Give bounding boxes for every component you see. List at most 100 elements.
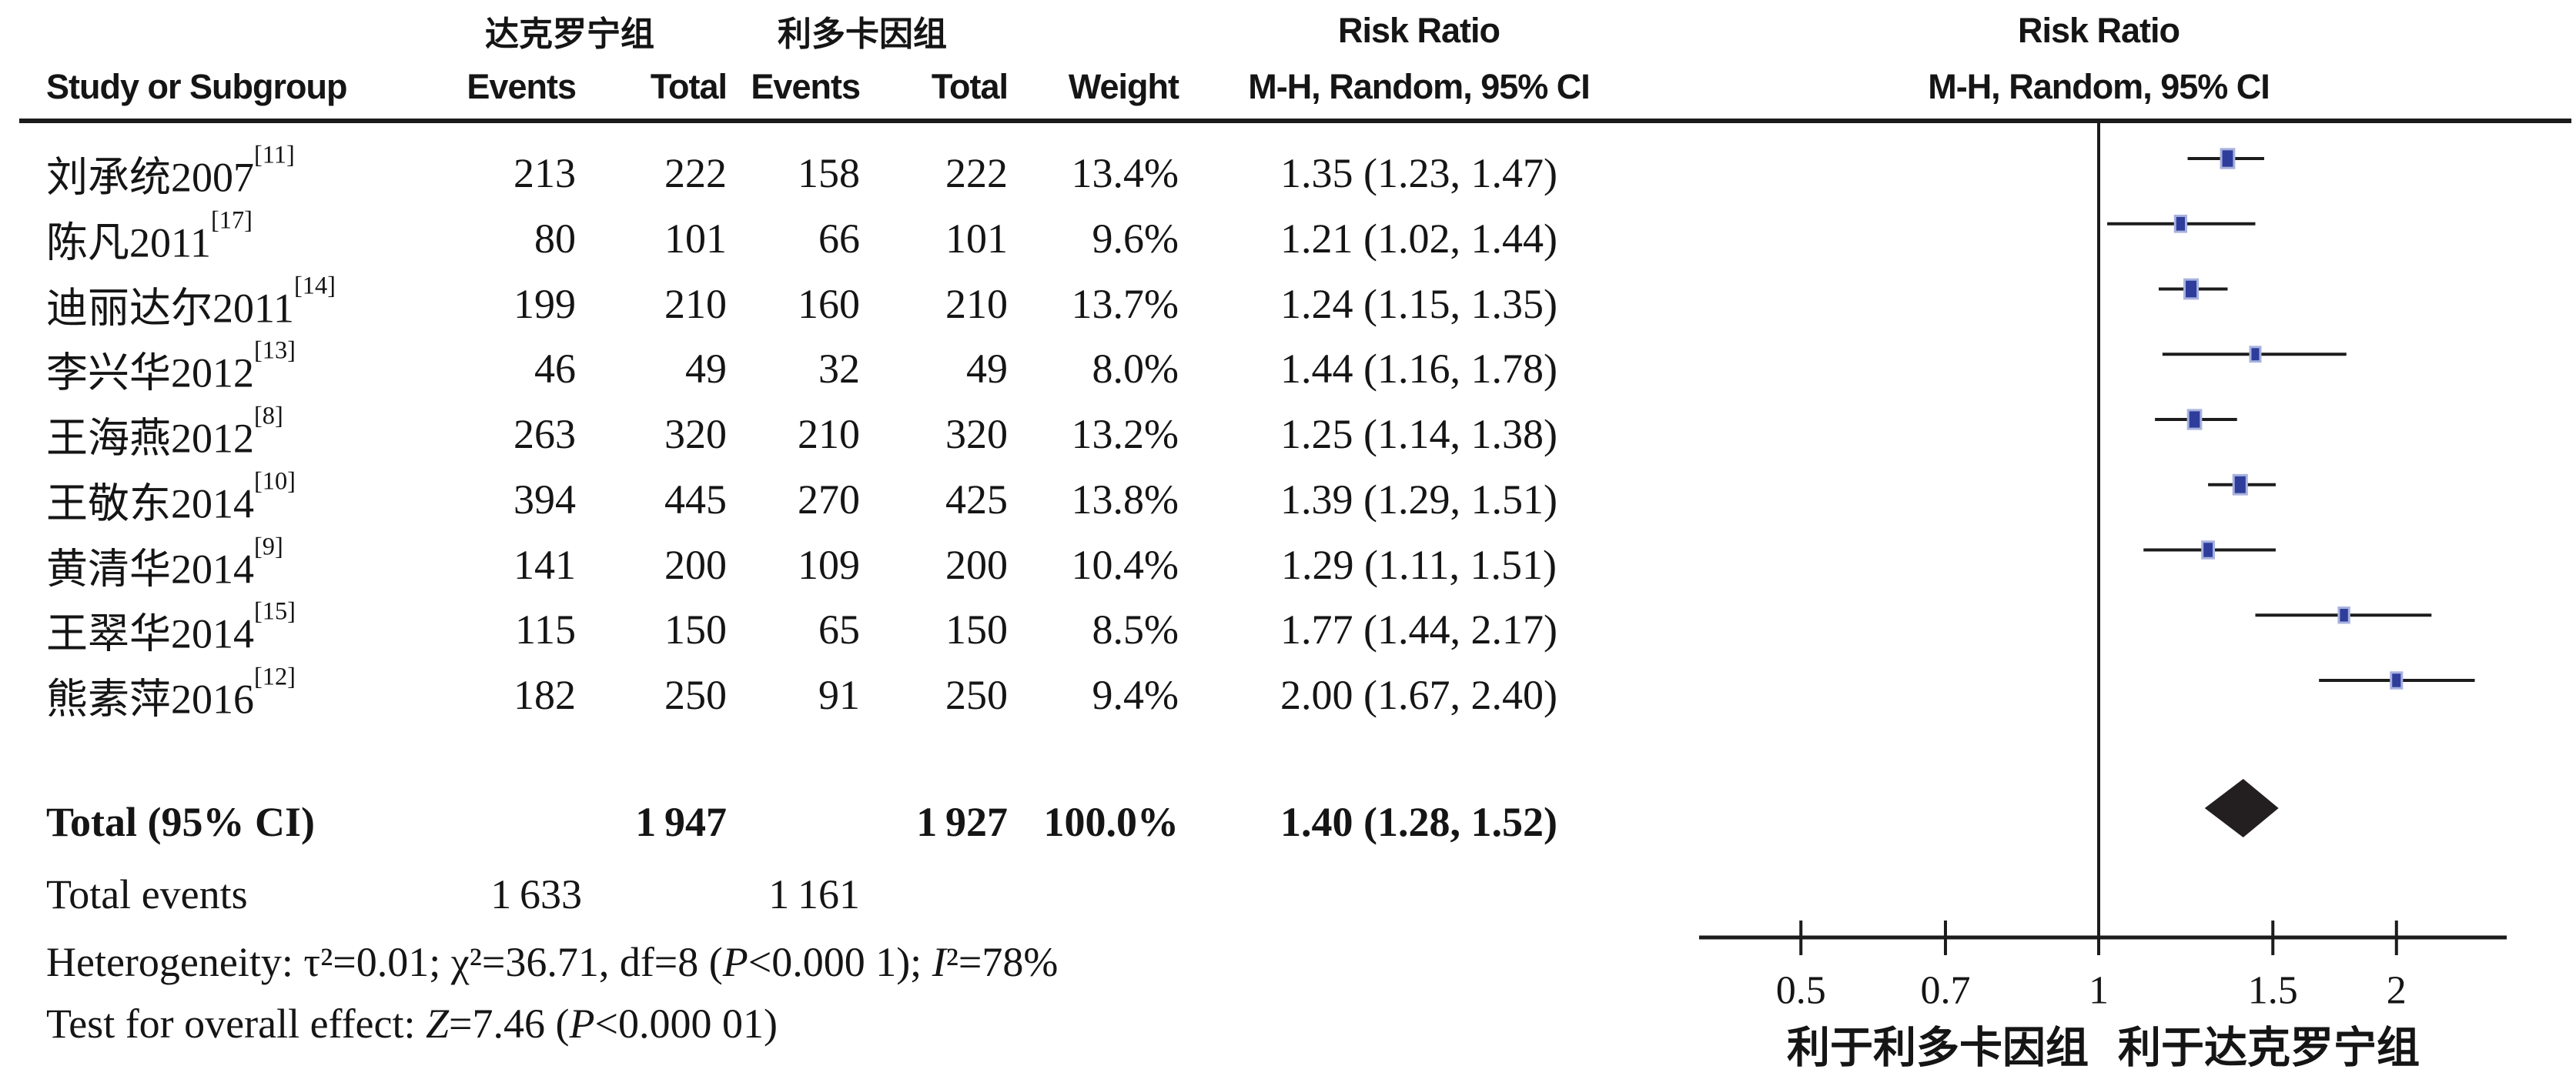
overall-effect-text-end: <0.000 01): [594, 1001, 778, 1047]
heterogeneity-text: Heterogeneity: τ²=0.01; χ²=36.71, df=8 (: [46, 939, 723, 985]
heterogeneity-text-mid: <0.000 1);: [748, 939, 932, 985]
header-rule: [19, 119, 2571, 123]
rr-ci-text: 2.00 (1.67, 2.40): [1280, 672, 1557, 718]
study-label: 王敬东2014[10]: [46, 467, 296, 527]
weight-value: 8.0%: [1092, 346, 1179, 393]
axis-tick-label: 1: [2089, 968, 2109, 1013]
axis-direction-labels: 利于利多卡因组 利于达克罗宁组: [1641, 1014, 2565, 1076]
heterogeneity-text-end: ²=78%: [945, 939, 1059, 985]
overall-effect-line: Test for overall effect: Z=7.46 (P<0.000…: [46, 1000, 778, 1048]
total-row-rr-ci: 1.40 (1.28, 1.52): [1280, 799, 1557, 845]
total1-value: 250: [664, 672, 727, 718]
effect-square: [2249, 346, 2262, 363]
overall-effect-text: Test for overall effect:: [46, 1001, 426, 1047]
total-row-total2: 1 927: [916, 799, 1008, 845]
weight-value: 8.5%: [1092, 607, 1179, 653]
study-label: 李兴华2012[13]: [46, 336, 296, 396]
events1-value: 182: [514, 672, 576, 718]
risk-ratio-title-left: Risk Ratio: [1337, 11, 1500, 50]
total1-value: 49: [685, 346, 727, 393]
events1-value: 141: [514, 541, 576, 588]
weight-value: 13.2%: [1071, 411, 1179, 457]
favours-dyclonine-label: 利于达克罗宁组: [2118, 1023, 2420, 1072]
heterogeneity-line: Heterogeneity: τ²=0.01; χ²=36.71, df=8 (…: [46, 938, 1058, 986]
total-events-label: Total events: [46, 871, 248, 917]
events2-value: 109: [798, 541, 860, 588]
column-header-weight: Weight: [1068, 67, 1179, 106]
events1-value: 46: [534, 346, 576, 393]
rr-ci-text: 1.25 (1.14, 1.38): [1280, 411, 1557, 457]
weight-value: 13.4%: [1071, 150, 1179, 196]
column-header-events1: Events: [467, 67, 577, 106]
total-row-total1: 1 947: [635, 799, 727, 845]
total1-value: 101: [664, 215, 727, 262]
total-diamond: [2204, 779, 2279, 837]
total1-value: 445: [664, 476, 727, 523]
total-row-weight: 100.0%: [1043, 799, 1179, 845]
overall-effect-z-symbol: Z: [426, 1001, 450, 1047]
study-label: 王海燕2012[8]: [46, 402, 283, 462]
rr-ci-text: 1.77 (1.44, 2.17): [1280, 607, 1557, 653]
events1-value: 213: [514, 150, 576, 196]
events1-value: 263: [514, 411, 576, 457]
rr-ci-text: 1.21 (1.02, 1.44): [1280, 215, 1557, 262]
weight-value: 13.7%: [1071, 280, 1179, 327]
effect-square: [2390, 671, 2404, 690]
rr-ci-text: 1.29 (1.11, 1.51): [1281, 541, 1557, 588]
rr-ci-text: 1.35 (1.23, 1.47): [1280, 150, 1557, 196]
total-row-label: Total (95% CI): [46, 799, 316, 845]
events1-value: 115: [515, 607, 576, 653]
column-header-mh-ci-left: M-H, Random, 95% CI: [1248, 67, 1591, 106]
total2-value: 320: [945, 411, 1008, 457]
events1-value: 199: [514, 280, 576, 327]
effect-square: [2173, 214, 2187, 233]
study-label: 熊素萍2016[12]: [46, 663, 296, 723]
total2-value: 150: [945, 607, 1008, 653]
effect-square: [2232, 473, 2248, 496]
events2-value: 32: [818, 346, 860, 393]
events2-value: 158: [798, 150, 860, 196]
effect-square: [2186, 409, 2203, 430]
total2-value: 200: [945, 541, 1008, 588]
study-label: 黄清华2014[9]: [46, 533, 283, 592]
rr-ci-text: 1.24 (1.15, 1.35): [1280, 280, 1557, 327]
axis-tick-label: 0.7: [1920, 968, 1971, 1013]
events2-value: 65: [818, 607, 860, 653]
effect-square: [2337, 607, 2350, 624]
group2-header: 利多卡因组: [778, 15, 947, 53]
total2-value: 250: [945, 672, 1008, 718]
axis-tick-label: 0.5: [1775, 968, 1826, 1013]
heterogeneity-p-symbol: P: [722, 939, 748, 985]
overall-effect-p-symbol: P: [569, 1001, 595, 1047]
study-label: 刘承统2007[11]: [46, 141, 295, 201]
events1-value: 80: [534, 215, 576, 262]
total2-value: 49: [966, 346, 1008, 393]
total2-value: 101: [945, 215, 1008, 262]
total2-value: 210: [945, 280, 1008, 327]
total-events-value2: 1 161: [768, 871, 860, 917]
total1-value: 200: [664, 541, 727, 588]
study-label: 迪丽达尔2011[14]: [46, 272, 336, 331]
column-header-mh-ci-right: M-H, Random, 95% CI: [1928, 67, 2270, 106]
weight-value: 9.4%: [1092, 672, 1179, 718]
events2-value: 210: [798, 411, 860, 457]
effect-square: [2183, 278, 2200, 300]
risk-ratio-title-right: Risk Ratio: [2017, 11, 2180, 50]
study-label: 王翠华2014[15]: [46, 597, 296, 657]
favours-lidocaine-label: 利于利多卡因组: [1787, 1023, 2089, 1072]
column-header-total1: Total: [650, 67, 728, 106]
rr-ci-text: 1.44 (1.16, 1.78): [1280, 346, 1557, 393]
total1-value: 210: [664, 280, 727, 327]
weight-value: 9.6%: [1092, 215, 1179, 262]
effect-square: [2220, 148, 2236, 169]
total1-value: 222: [664, 150, 727, 196]
weight-value: 10.4%: [1071, 541, 1179, 588]
total1-value: 150: [664, 607, 727, 653]
column-header-study: Study or Subgroup: [46, 67, 347, 106]
events2-value: 160: [798, 280, 860, 327]
weight-value: 13.8%: [1071, 476, 1179, 523]
rr-ci-text: 1.39 (1.29, 1.51): [1280, 476, 1557, 523]
total2-value: 222: [945, 150, 1008, 196]
axis-tick-label: 1.5: [2247, 968, 2298, 1013]
